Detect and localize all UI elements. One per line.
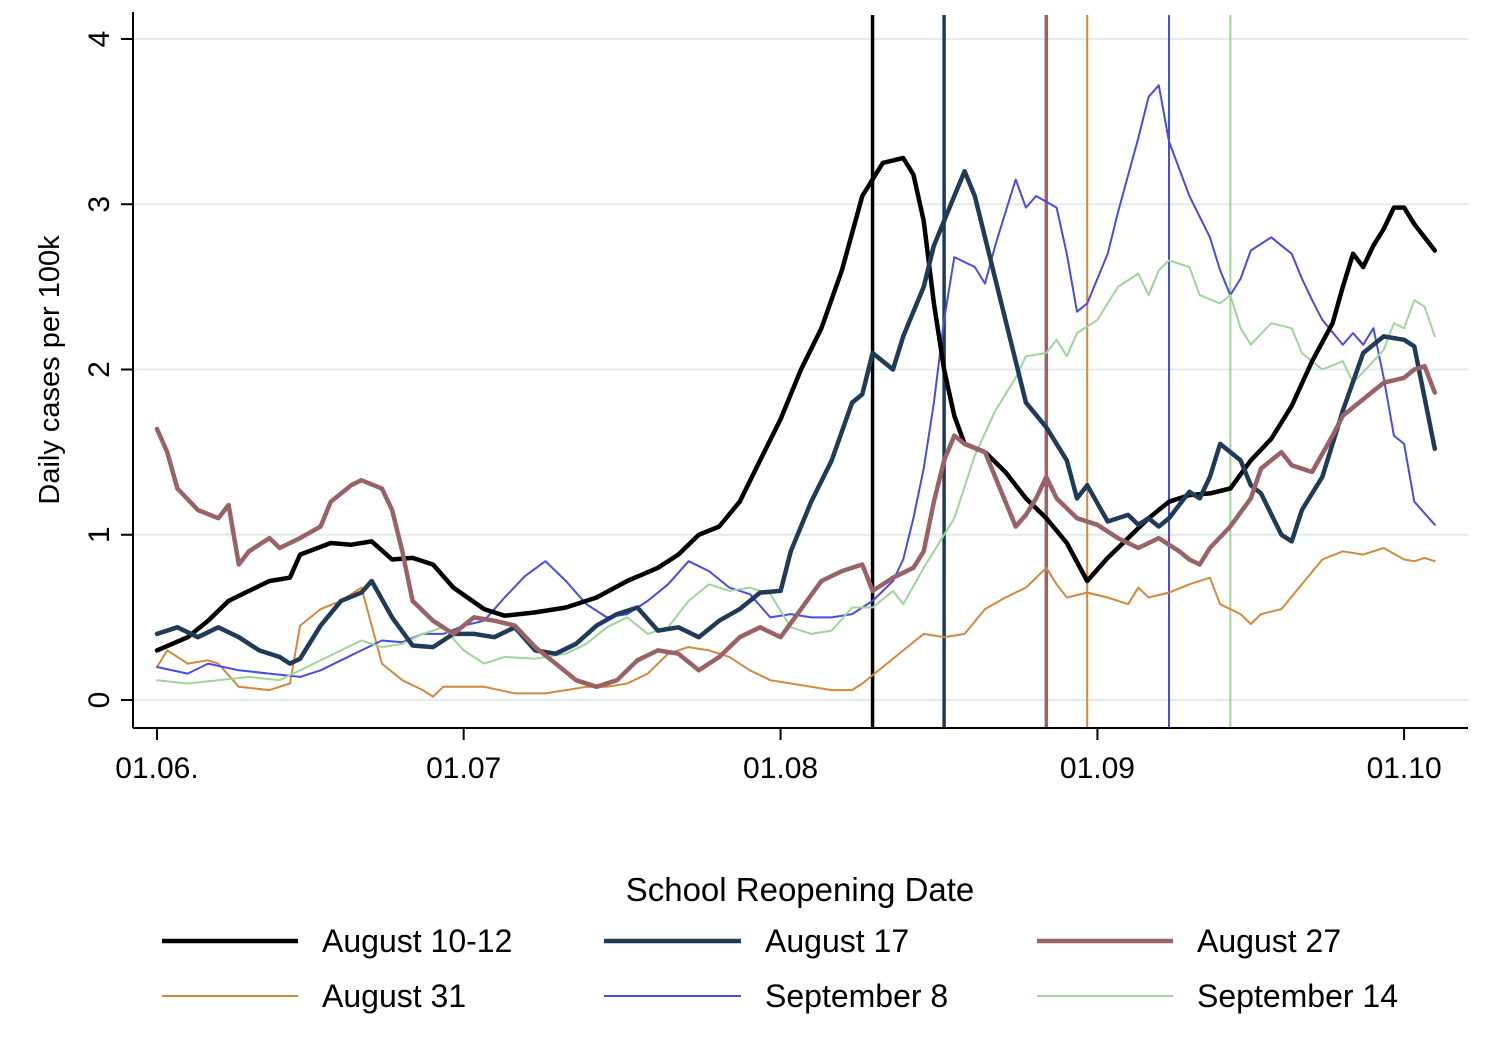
- legend-label: September 14: [1197, 978, 1398, 1014]
- legend: August 10-12 August 17 August 27 August 31 S…: [162, 923, 1398, 1014]
- y-tick-label: 3: [83, 196, 116, 213]
- series-line: [156, 547, 1436, 698]
- legend-label: August 17: [765, 923, 909, 959]
- x-tick-label: 01.06.: [115, 752, 198, 785]
- legend-label: September 8: [765, 978, 948, 1014]
- legend-label: August 27: [1197, 923, 1341, 959]
- x-tick-label: 01.10: [1367, 752, 1442, 785]
- legend-label: August 31: [322, 978, 466, 1014]
- y-tick-label: 4: [83, 31, 116, 48]
- series-line: [154, 363, 1438, 690]
- series-line: [154, 155, 1438, 653]
- y-axis-title: Daily cases per 100k: [34, 235, 66, 505]
- y-tick-label: 2: [83, 361, 116, 378]
- series-lines: [154, 84, 1438, 698]
- y-ticks: 0 1 2 3 4: [83, 31, 133, 709]
- legend-title: School Reopening Date: [626, 871, 975, 908]
- y-tick-label: 1: [83, 526, 116, 543]
- x-tick-label: 01.08: [743, 752, 818, 785]
- series-line: [154, 168, 1438, 666]
- reopening-date-lines: [870, 15, 1232, 728]
- x-ticks: 01.06. 01.07 01.08 01.09 01.10: [115, 728, 1442, 785]
- x-tick-label: 01.07: [426, 752, 501, 785]
- y-tick-label: 0: [83, 692, 116, 709]
- x-tick-label: 01.09: [1060, 752, 1135, 785]
- series-line: [156, 259, 1436, 685]
- legend-label: August 10-12: [322, 923, 512, 959]
